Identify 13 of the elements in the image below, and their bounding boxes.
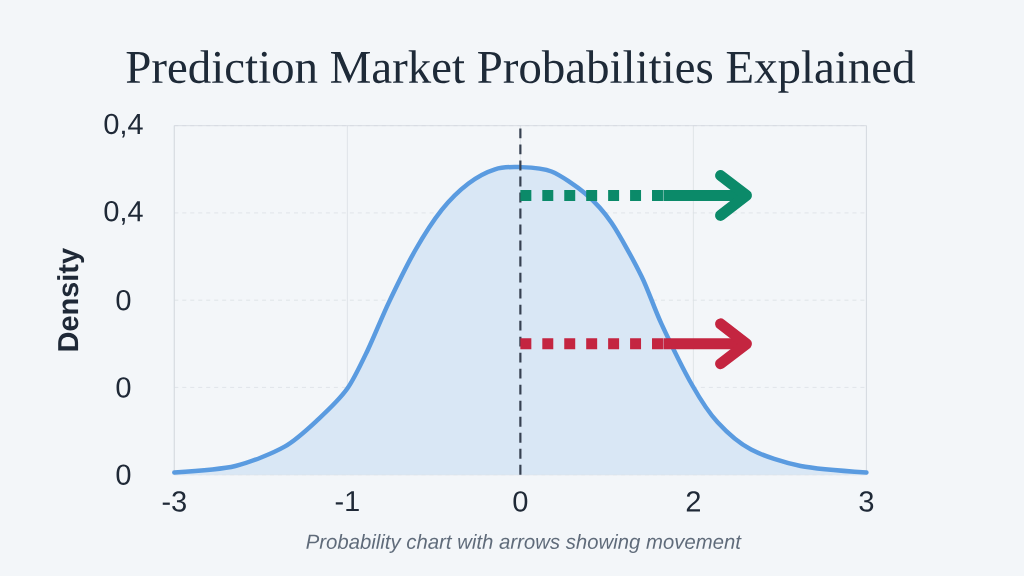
y-tick-label: 0 <box>116 377 131 398</box>
x-tick-label: 0 <box>513 490 528 512</box>
y-tick-label: 0,4 <box>104 113 143 138</box>
y-tick-label: 0 <box>116 289 131 311</box>
chart-title: Prediction Market Probabilities Explained <box>126 50 915 93</box>
y-tick-label: 0 <box>116 464 131 485</box>
y-axis-title: Density <box>57 247 85 351</box>
x-tick-label: 2 <box>686 490 700 512</box>
text: Probability chart with arrows showing movement <box>306 533 742 553</box>
x-tick-label: -3 <box>162 490 186 512</box>
x-tick-label: 3 <box>859 490 874 512</box>
x-tick-label: -1 <box>335 490 359 511</box>
y-tick-label: 0,4 <box>104 200 143 225</box>
